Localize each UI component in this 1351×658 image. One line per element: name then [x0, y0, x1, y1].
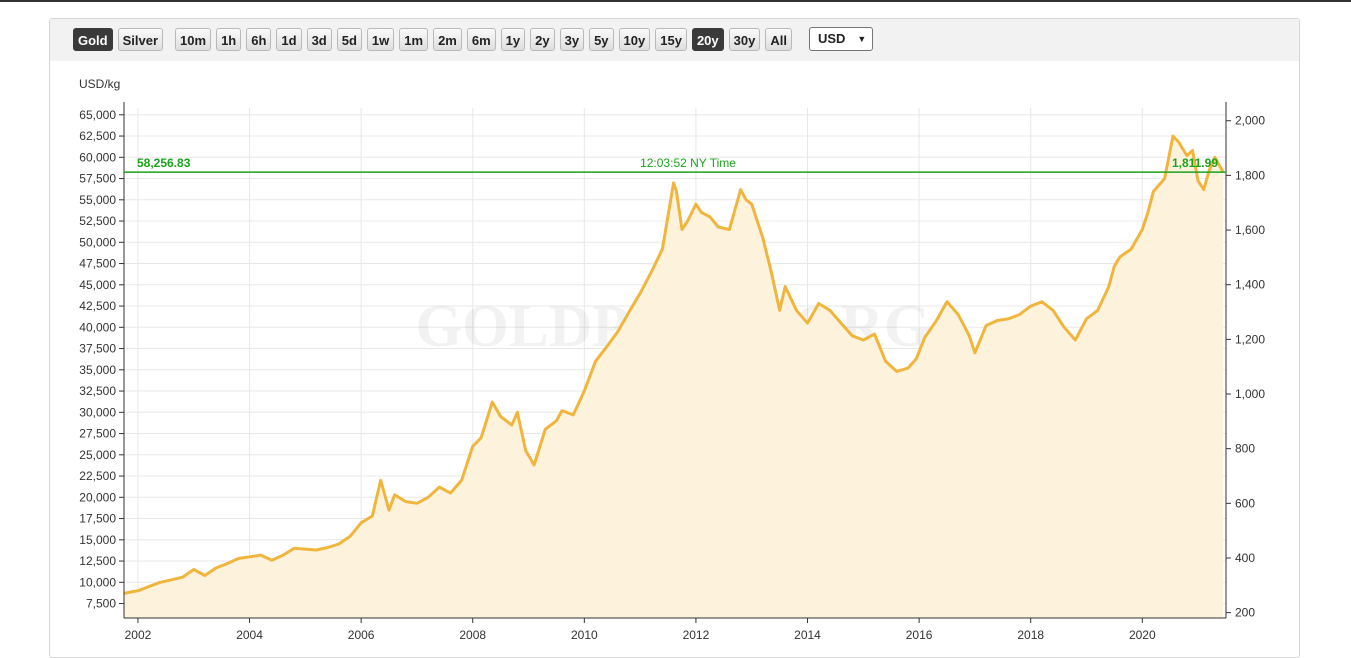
y2-tick-label: 1,600	[1235, 223, 1265, 237]
y-tick-label: 57,500	[79, 172, 116, 186]
y-tick-label: 27,500	[79, 427, 116, 441]
x-tick-label: 2016	[906, 628, 933, 642]
y-tick-label: 32,500	[79, 384, 116, 398]
y-tick-label: 25,000	[79, 448, 116, 462]
x-tick-label: 2018	[1017, 628, 1044, 642]
range-button-6h[interactable]: 6h	[246, 27, 272, 51]
y-axis-unit-label: USD/kg	[79, 77, 120, 91]
range-button-10m[interactable]: 10m	[175, 27, 212, 51]
range-button-3d[interactable]: 3d	[306, 27, 332, 51]
y2-tick-label: 1,200	[1235, 332, 1265, 346]
range-button-2m[interactable]: 2m	[433, 27, 462, 51]
x-tick-label: 2006	[348, 628, 375, 642]
range-button-10y[interactable]: 10y	[618, 27, 651, 51]
top-border	[0, 0, 1351, 2]
y-tick-label: 22,500	[79, 469, 116, 483]
y-tick-label: 30,000	[79, 405, 116, 419]
currency-select[interactable]: USD ▼	[808, 27, 874, 51]
range-button-5d[interactable]: 5d	[336, 27, 362, 51]
y-tick-label: 62,500	[79, 129, 116, 143]
price-line	[123, 134, 1225, 595]
y-tick-label: 60,000	[79, 150, 116, 164]
y-tick-label: 52,500	[79, 214, 116, 228]
range-button-3y[interactable]: 3y	[559, 27, 585, 51]
y-tick-label: 55,000	[79, 193, 116, 207]
y-tick-label: 17,500	[79, 512, 116, 526]
current-price-right-label: 1,811.99	[1172, 156, 1218, 170]
current-price-left-label: 58,256.83	[137, 156, 191, 170]
x-tick-label: 2014	[794, 628, 821, 642]
y-tick-label: 7,500	[86, 597, 116, 611]
y-tick-label: 47,500	[79, 257, 116, 271]
y2-tick-label: 800	[1235, 442, 1255, 456]
y2-tick-label: 1,800	[1235, 168, 1265, 182]
range-button-1m[interactable]: 1m	[399, 27, 429, 51]
toolbar-buttons: Gold Silver 10m 1h 6h 1d 3d 5d 1w 1m 2m …	[73, 27, 874, 51]
x-tick-label: 2008	[459, 628, 486, 642]
range-button-6m[interactable]: 6m	[466, 27, 496, 51]
metal-button-silver[interactable]: Silver	[117, 27, 164, 51]
y-tick-label: 37,500	[79, 342, 116, 356]
range-button-5y[interactable]: 5y	[589, 27, 614, 51]
x-tick-label: 2010	[571, 628, 598, 642]
range-button-1d[interactable]: 1d	[276, 27, 302, 51]
x-tick-label: 2012	[683, 628, 710, 642]
y-tick-label: 45,000	[79, 278, 116, 292]
price-area-fill	[124, 136, 1224, 618]
y-tick-label: 65,000	[79, 108, 116, 122]
y-tick-label: 50,000	[79, 235, 116, 249]
currency-select-value: USD	[817, 31, 846, 46]
range-button-1y[interactable]: 1y	[500, 27, 526, 51]
range-button-2y[interactable]: 2y	[530, 27, 555, 51]
range-button-all[interactable]: All	[765, 27, 792, 51]
current-time-label: 12:03:52 NY Time	[640, 156, 736, 170]
y-tick-label: 20,000	[79, 490, 116, 504]
y2-tick-label: 600	[1235, 496, 1255, 510]
y-tick-label: 35,000	[79, 363, 116, 377]
y-tick-label: 12,500	[79, 554, 116, 568]
range-button-30y[interactable]: 30y	[728, 27, 761, 51]
range-button-1w[interactable]: 1w	[366, 27, 395, 51]
x-tick-label: 2020	[1129, 628, 1156, 642]
chevron-down-icon: ▼	[857, 34, 867, 44]
y2-tick-label: 200	[1235, 606, 1255, 620]
y2-tick-label: 1,400	[1235, 278, 1265, 292]
metal-button-gold[interactable]: Gold	[73, 27, 113, 51]
y2-tick-label: 2,000	[1235, 114, 1265, 128]
x-tick-label: 2002	[125, 628, 152, 642]
range-button-1h[interactable]: 1h	[216, 27, 242, 51]
range-button-15y[interactable]: 15y	[655, 27, 687, 51]
chart-toolbar: Gold Silver 10m 1h 6h 1d 3d 5d 1w 1m 2m …	[50, 19, 1299, 61]
y-tick-label: 10,000	[79, 575, 116, 589]
x-tick-label: 2004	[236, 628, 263, 642]
y-tick-label: 15,000	[79, 533, 116, 547]
y2-tick-label: 1,000	[1235, 387, 1265, 401]
y2-tick-label: 400	[1235, 551, 1255, 565]
y-tick-label: 42,500	[79, 299, 116, 313]
y-tick-label: 40,000	[79, 320, 116, 334]
range-button-20y[interactable]: 20y	[691, 27, 724, 51]
